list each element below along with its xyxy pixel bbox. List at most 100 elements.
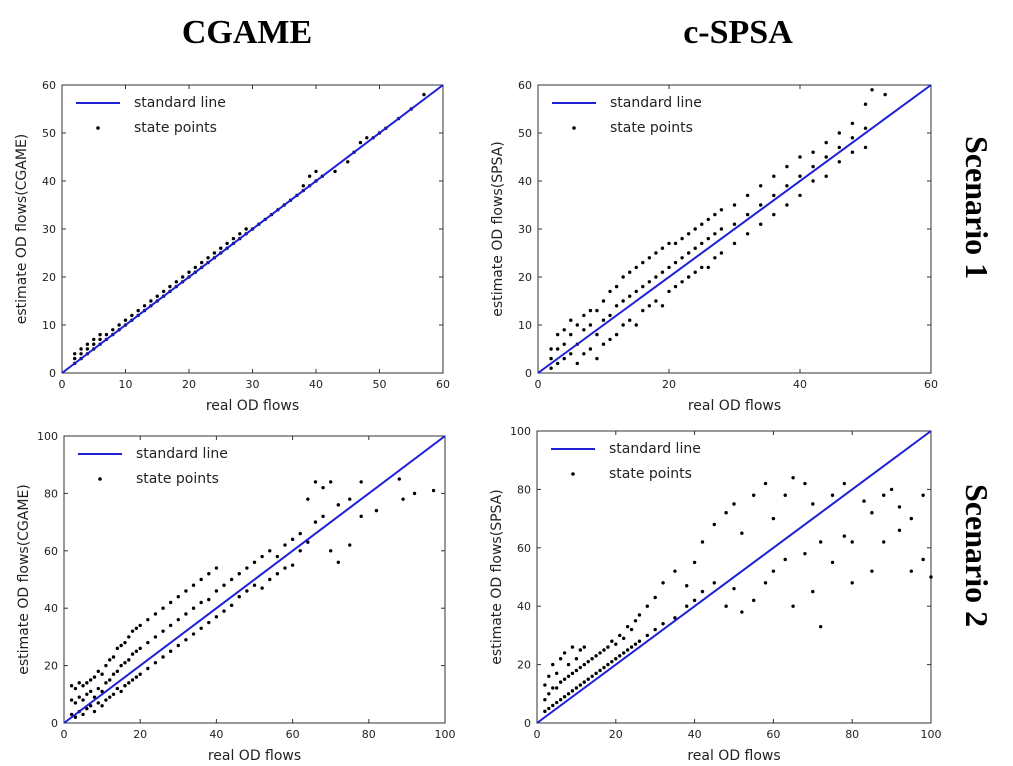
state-point bbox=[582, 680, 586, 684]
state-point bbox=[673, 284, 678, 289]
state-point bbox=[686, 232, 691, 236]
state-point bbox=[207, 597, 211, 602]
state-point bbox=[667, 241, 671, 246]
state-point bbox=[850, 150, 855, 154]
state-point bbox=[772, 193, 776, 198]
state-point bbox=[187, 270, 191, 274]
state-point bbox=[713, 232, 717, 236]
state-point bbox=[759, 184, 763, 188]
state-point bbox=[555, 671, 559, 676]
state-point bbox=[88, 678, 93, 682]
state-point bbox=[130, 652, 135, 656]
state-point bbox=[692, 560, 697, 565]
state-point bbox=[359, 514, 363, 519]
state-point bbox=[191, 632, 196, 636]
state-point bbox=[298, 531, 302, 536]
state-point bbox=[290, 563, 295, 567]
state-point bbox=[618, 633, 622, 638]
state-point bbox=[606, 645, 610, 649]
state-point bbox=[222, 583, 226, 587]
state-point bbox=[570, 645, 575, 649]
state-point bbox=[321, 514, 325, 519]
state-point bbox=[634, 289, 638, 294]
state-point bbox=[115, 669, 120, 674]
state-point bbox=[634, 265, 638, 270]
state-point bbox=[104, 332, 109, 337]
standard-line bbox=[63, 435, 446, 724]
state-point bbox=[555, 347, 560, 351]
state-point bbox=[811, 589, 815, 594]
state-point bbox=[883, 92, 887, 97]
state-point bbox=[229, 603, 234, 608]
state-point bbox=[566, 662, 571, 667]
state-point bbox=[842, 481, 847, 486]
scatter-panel-scenario2-cgame: 0 20 40 60 80 100 0 20 40 60 80 100 real OD flows est… bbox=[16, 430, 456, 764]
state-point bbox=[549, 347, 553, 351]
state-point bbox=[842, 534, 847, 538]
y-tick-label: 40 bbox=[517, 600, 531, 613]
state-point bbox=[100, 689, 104, 694]
state-point bbox=[547, 692, 551, 696]
state-point bbox=[321, 485, 325, 490]
state-point bbox=[275, 572, 280, 576]
state-point bbox=[586, 677, 590, 681]
state-point bbox=[578, 648, 583, 652]
state-point bbox=[168, 284, 172, 289]
state-point bbox=[685, 604, 689, 608]
state-point bbox=[574, 668, 579, 673]
state-point bbox=[621, 299, 625, 303]
state-point bbox=[647, 304, 652, 308]
state-point bbox=[732, 222, 737, 226]
state-point bbox=[740, 610, 744, 614]
state-point bbox=[161, 606, 165, 610]
x-tick-label: 40 bbox=[793, 378, 807, 391]
state-point bbox=[73, 686, 78, 691]
state-point bbox=[100, 672, 104, 676]
row-title-scenario-1: Scenario 1 bbox=[959, 136, 995, 280]
state-point bbox=[111, 328, 115, 332]
state-point bbox=[693, 246, 697, 250]
state-point bbox=[104, 663, 108, 668]
state-point bbox=[146, 640, 150, 645]
state-point bbox=[149, 299, 153, 303]
legend-point-swatch bbox=[98, 477, 102, 481]
state-point bbox=[763, 481, 768, 486]
state-point bbox=[921, 493, 925, 497]
state-point bbox=[608, 313, 612, 318]
state-point bbox=[134, 626, 139, 630]
state-point bbox=[108, 678, 112, 682]
legend-label-state-points: state points bbox=[136, 471, 219, 487]
state-point bbox=[621, 275, 625, 279]
state-point bbox=[219, 246, 223, 250]
state-point bbox=[713, 256, 717, 260]
state-point bbox=[298, 549, 302, 553]
state-point bbox=[115, 646, 120, 651]
state-point bbox=[929, 575, 933, 579]
state-point bbox=[641, 284, 645, 289]
state-point bbox=[336, 503, 341, 507]
state-point bbox=[549, 366, 553, 370]
x-tick-label: 30 bbox=[246, 378, 260, 391]
state-point bbox=[818, 624, 823, 629]
state-point bbox=[558, 657, 563, 661]
state-point bbox=[134, 675, 139, 679]
state-point bbox=[824, 174, 828, 178]
state-point bbox=[850, 540, 854, 544]
state-point bbox=[161, 655, 165, 659]
scatter-panel-scenario1-cgame: 0 10 20 30 40 50 60 0 10 20 30 40 50 60 real OD flows e… bbox=[14, 79, 450, 414]
state-point bbox=[745, 193, 750, 198]
state-point bbox=[555, 332, 560, 337]
state-point bbox=[598, 651, 602, 655]
state-point bbox=[882, 540, 886, 544]
state-point bbox=[69, 683, 74, 688]
y-tick-label: 10 bbox=[518, 319, 532, 332]
state-point bbox=[184, 612, 188, 616]
state-point bbox=[598, 668, 602, 673]
state-point bbox=[771, 569, 776, 573]
state-point bbox=[641, 308, 645, 313]
state-point bbox=[123, 661, 127, 665]
state-point bbox=[837, 160, 841, 164]
state-point bbox=[601, 318, 606, 322]
state-point bbox=[661, 581, 665, 585]
state-point bbox=[595, 332, 599, 337]
